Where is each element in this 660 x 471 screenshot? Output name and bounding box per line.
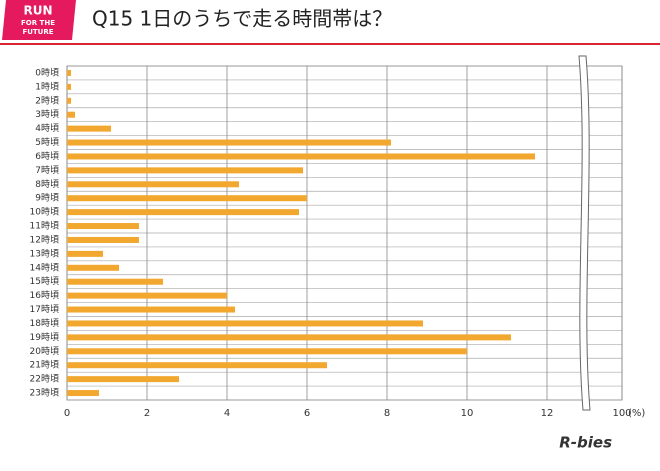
y-tick-label: 7時頃 — [35, 165, 59, 176]
logo-text: FOR THE — [21, 19, 55, 27]
bar — [67, 195, 307, 202]
y-tick-label: 22時頃 — [30, 374, 59, 385]
bar — [67, 153, 535, 160]
y-tick-label: 14時頃 — [30, 262, 59, 273]
axis-break — [578, 55, 591, 411]
y-tick-label: 0時頃 — [35, 67, 59, 78]
bar — [67, 306, 235, 313]
bar — [67, 376, 179, 383]
bar — [67, 223, 139, 230]
y-tick-label: 18時頃 — [30, 318, 59, 329]
bar — [67, 362, 327, 369]
logo: RUN FOR THE FUTURE — [2, 0, 76, 40]
bar — [67, 278, 163, 285]
logo-badge — [2, 0, 76, 40]
chart-title: Q15 1日のうちで走る時間帯は？ — [92, 7, 392, 31]
x-tick-label: 10 — [461, 408, 474, 419]
bar — [67, 181, 239, 188]
y-tick-label: 6時頃 — [35, 151, 59, 162]
y-tick-label: 19時頃 — [30, 332, 59, 343]
y-tick-label: 4時頃 — [35, 123, 59, 134]
bar — [67, 125, 111, 132]
bar — [67, 348, 467, 355]
brand: R-bies — [559, 434, 612, 452]
y-tick-label: 23時頃 — [30, 388, 59, 399]
x-tick-label: 0 — [64, 408, 70, 419]
bar — [67, 236, 139, 243]
x-unit: (%) — [628, 408, 645, 419]
y-tick-label: 20時頃 — [30, 346, 59, 357]
y-tick-label: 13時頃 — [30, 248, 59, 259]
y-tick-label: 5時頃 — [35, 137, 59, 148]
bar — [67, 320, 423, 327]
y-tick-label: 1時頃 — [35, 81, 59, 92]
x-tick-label: 100 — [612, 408, 631, 419]
y-tick-label: 2時頃 — [35, 95, 59, 106]
y-tick-label: 17時頃 — [30, 304, 59, 315]
y-tick-label: 8時頃 — [35, 179, 59, 190]
logo-text: FUTURE — [22, 28, 53, 36]
y-tick-label: 15時頃 — [30, 276, 59, 287]
x-tick-label: 6 — [304, 408, 310, 419]
y-tick-label: 11時頃 — [30, 221, 59, 232]
bar — [67, 111, 75, 118]
x-tick-label: 4 — [224, 408, 230, 419]
y-tick-label: 21時頃 — [30, 360, 59, 371]
x-tick-label: 8 — [384, 408, 390, 419]
y-tick-label: 9時頃 — [35, 193, 59, 204]
bar — [67, 390, 99, 397]
bar — [67, 167, 303, 174]
bar — [67, 292, 227, 299]
bar — [67, 69, 71, 76]
bar — [67, 250, 103, 257]
bar — [67, 334, 511, 341]
y-tick-label: 3時頃 — [35, 109, 59, 120]
x-tick-label: 12 — [541, 408, 554, 419]
x-tick-label: 2 — [144, 408, 150, 419]
bar — [67, 97, 71, 104]
y-tick-label: 16時頃 — [30, 290, 59, 301]
logo-text: RUN — [23, 4, 52, 18]
bar — [67, 209, 299, 216]
bar — [67, 264, 119, 271]
bar — [67, 139, 391, 146]
y-tick-label: 12時頃 — [30, 234, 59, 245]
bar — [67, 83, 71, 90]
y-tick-label: 10時頃 — [30, 207, 59, 218]
